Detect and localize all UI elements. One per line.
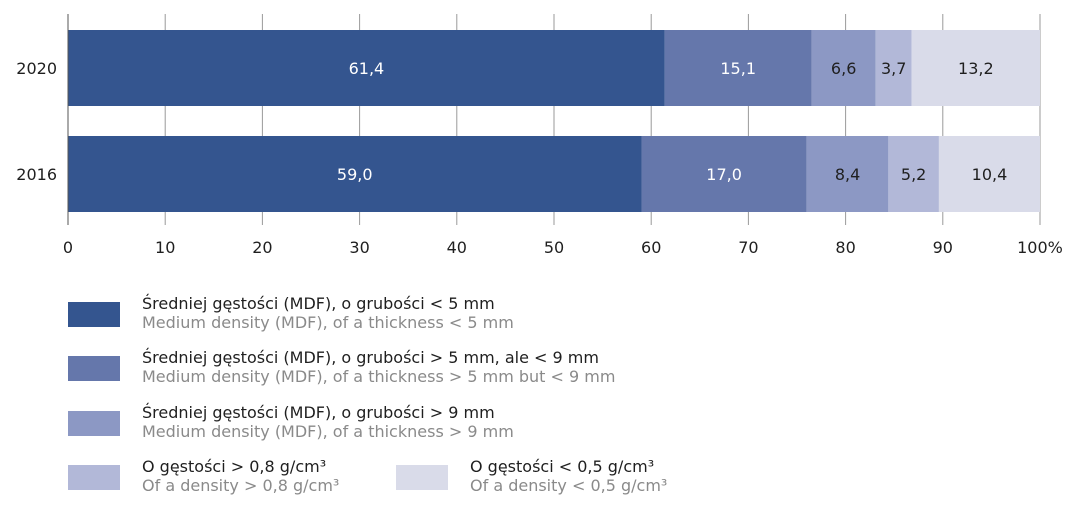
x-tick-label: 100%	[1017, 238, 1063, 257]
legend-label-pl: Średniej gęstości (MDF), o grubości > 5 …	[142, 348, 599, 367]
bar-segment	[68, 30, 665, 106]
data-label: 5,2	[901, 165, 926, 184]
legend-label-en: Medium density (MDF), of a thickness < 5…	[142, 313, 514, 332]
bar-segment	[806, 136, 889, 212]
bar-segment	[68, 136, 642, 212]
legend-label-en: Medium density (MDF), of a thickness > 5…	[142, 367, 616, 386]
legend-swatch-mdf-over-9mm	[68, 411, 120, 436]
legend-label-pl: Średniej gęstości (MDF), o grubości > 9 …	[142, 403, 495, 422]
data-label: 8,4	[835, 165, 860, 184]
legend-item-mdf-under-5mm: Średniej gęstości (MDF), o grubości < 5 …	[68, 294, 514, 332]
x-tick-label: 80	[835, 238, 855, 257]
legend-label-en: Of a density < 0,5 g/cm³	[470, 476, 668, 495]
bar-segment	[911, 30, 1040, 106]
legend-label-en: Of a density > 0,8 g/cm³	[142, 476, 340, 495]
data-label: 6,6	[831, 59, 856, 78]
bar-segment	[875, 30, 912, 106]
x-tick-label: 10	[155, 238, 175, 257]
x-tick-label: 40	[447, 238, 467, 257]
x-tick-label: 30	[349, 238, 369, 257]
data-label: 15,1	[720, 59, 756, 78]
legend-item-density-under-0-5: O gęstości < 0,5 g/cm³ Of a density < 0,…	[396, 457, 667, 495]
bar-segment	[938, 136, 1040, 212]
data-label: 10,4	[972, 165, 1008, 184]
x-tick-label: 20	[252, 238, 272, 257]
bar-segment	[641, 136, 807, 212]
legend-swatch-mdf-under-5mm	[68, 302, 120, 327]
legend-label-pl: Średniej gęstości (MDF), o grubości < 5 …	[142, 294, 495, 313]
bar-segment	[888, 136, 939, 212]
category-label: 2020	[16, 59, 57, 78]
bar-segment	[664, 30, 812, 106]
legend-label-en: Medium density (MDF), of a thickness > 9…	[142, 422, 514, 441]
data-label: 3,7	[881, 59, 906, 78]
stacked-bar-chart: 0 10 20 30 40 50 60 70 80 90 100% 61,4 15,1 6,6 3,7 13,…	[16, 14, 1063, 257]
legend-label-pl: O gęstości > 0,8 g/cm³	[142, 457, 327, 476]
legend-swatch-density-over-0-8	[68, 465, 120, 490]
data-label: 17,0	[706, 165, 742, 184]
legend-label-pl: O gęstości < 0,5 g/cm³	[470, 457, 655, 476]
x-tick-label: 0	[63, 238, 73, 257]
legend-swatch-density-under-0-5	[396, 465, 448, 490]
legend-item-mdf-over-9mm: Średniej gęstości (MDF), o grubości > 9 …	[68, 403, 514, 441]
legend-item-mdf-5-to-9mm: Średniej gęstości (MDF), o grubości > 5 …	[68, 348, 615, 386]
x-tick-label: 90	[933, 238, 953, 257]
legend-item-density-over-0-8: O gęstości > 0,8 g/cm³ Of a density > 0,…	[68, 457, 339, 495]
data-label: 61,4	[349, 59, 385, 78]
x-tick-label: 70	[738, 238, 758, 257]
x-tick-label: 60	[641, 238, 661, 257]
data-label: 59,0	[337, 165, 373, 184]
legend-swatch-mdf-5-to-9mm	[68, 356, 120, 381]
bar-segment	[811, 30, 876, 106]
x-tick-label: 50	[544, 238, 564, 257]
data-label: 13,2	[958, 59, 994, 78]
category-label: 2016	[16, 165, 57, 184]
